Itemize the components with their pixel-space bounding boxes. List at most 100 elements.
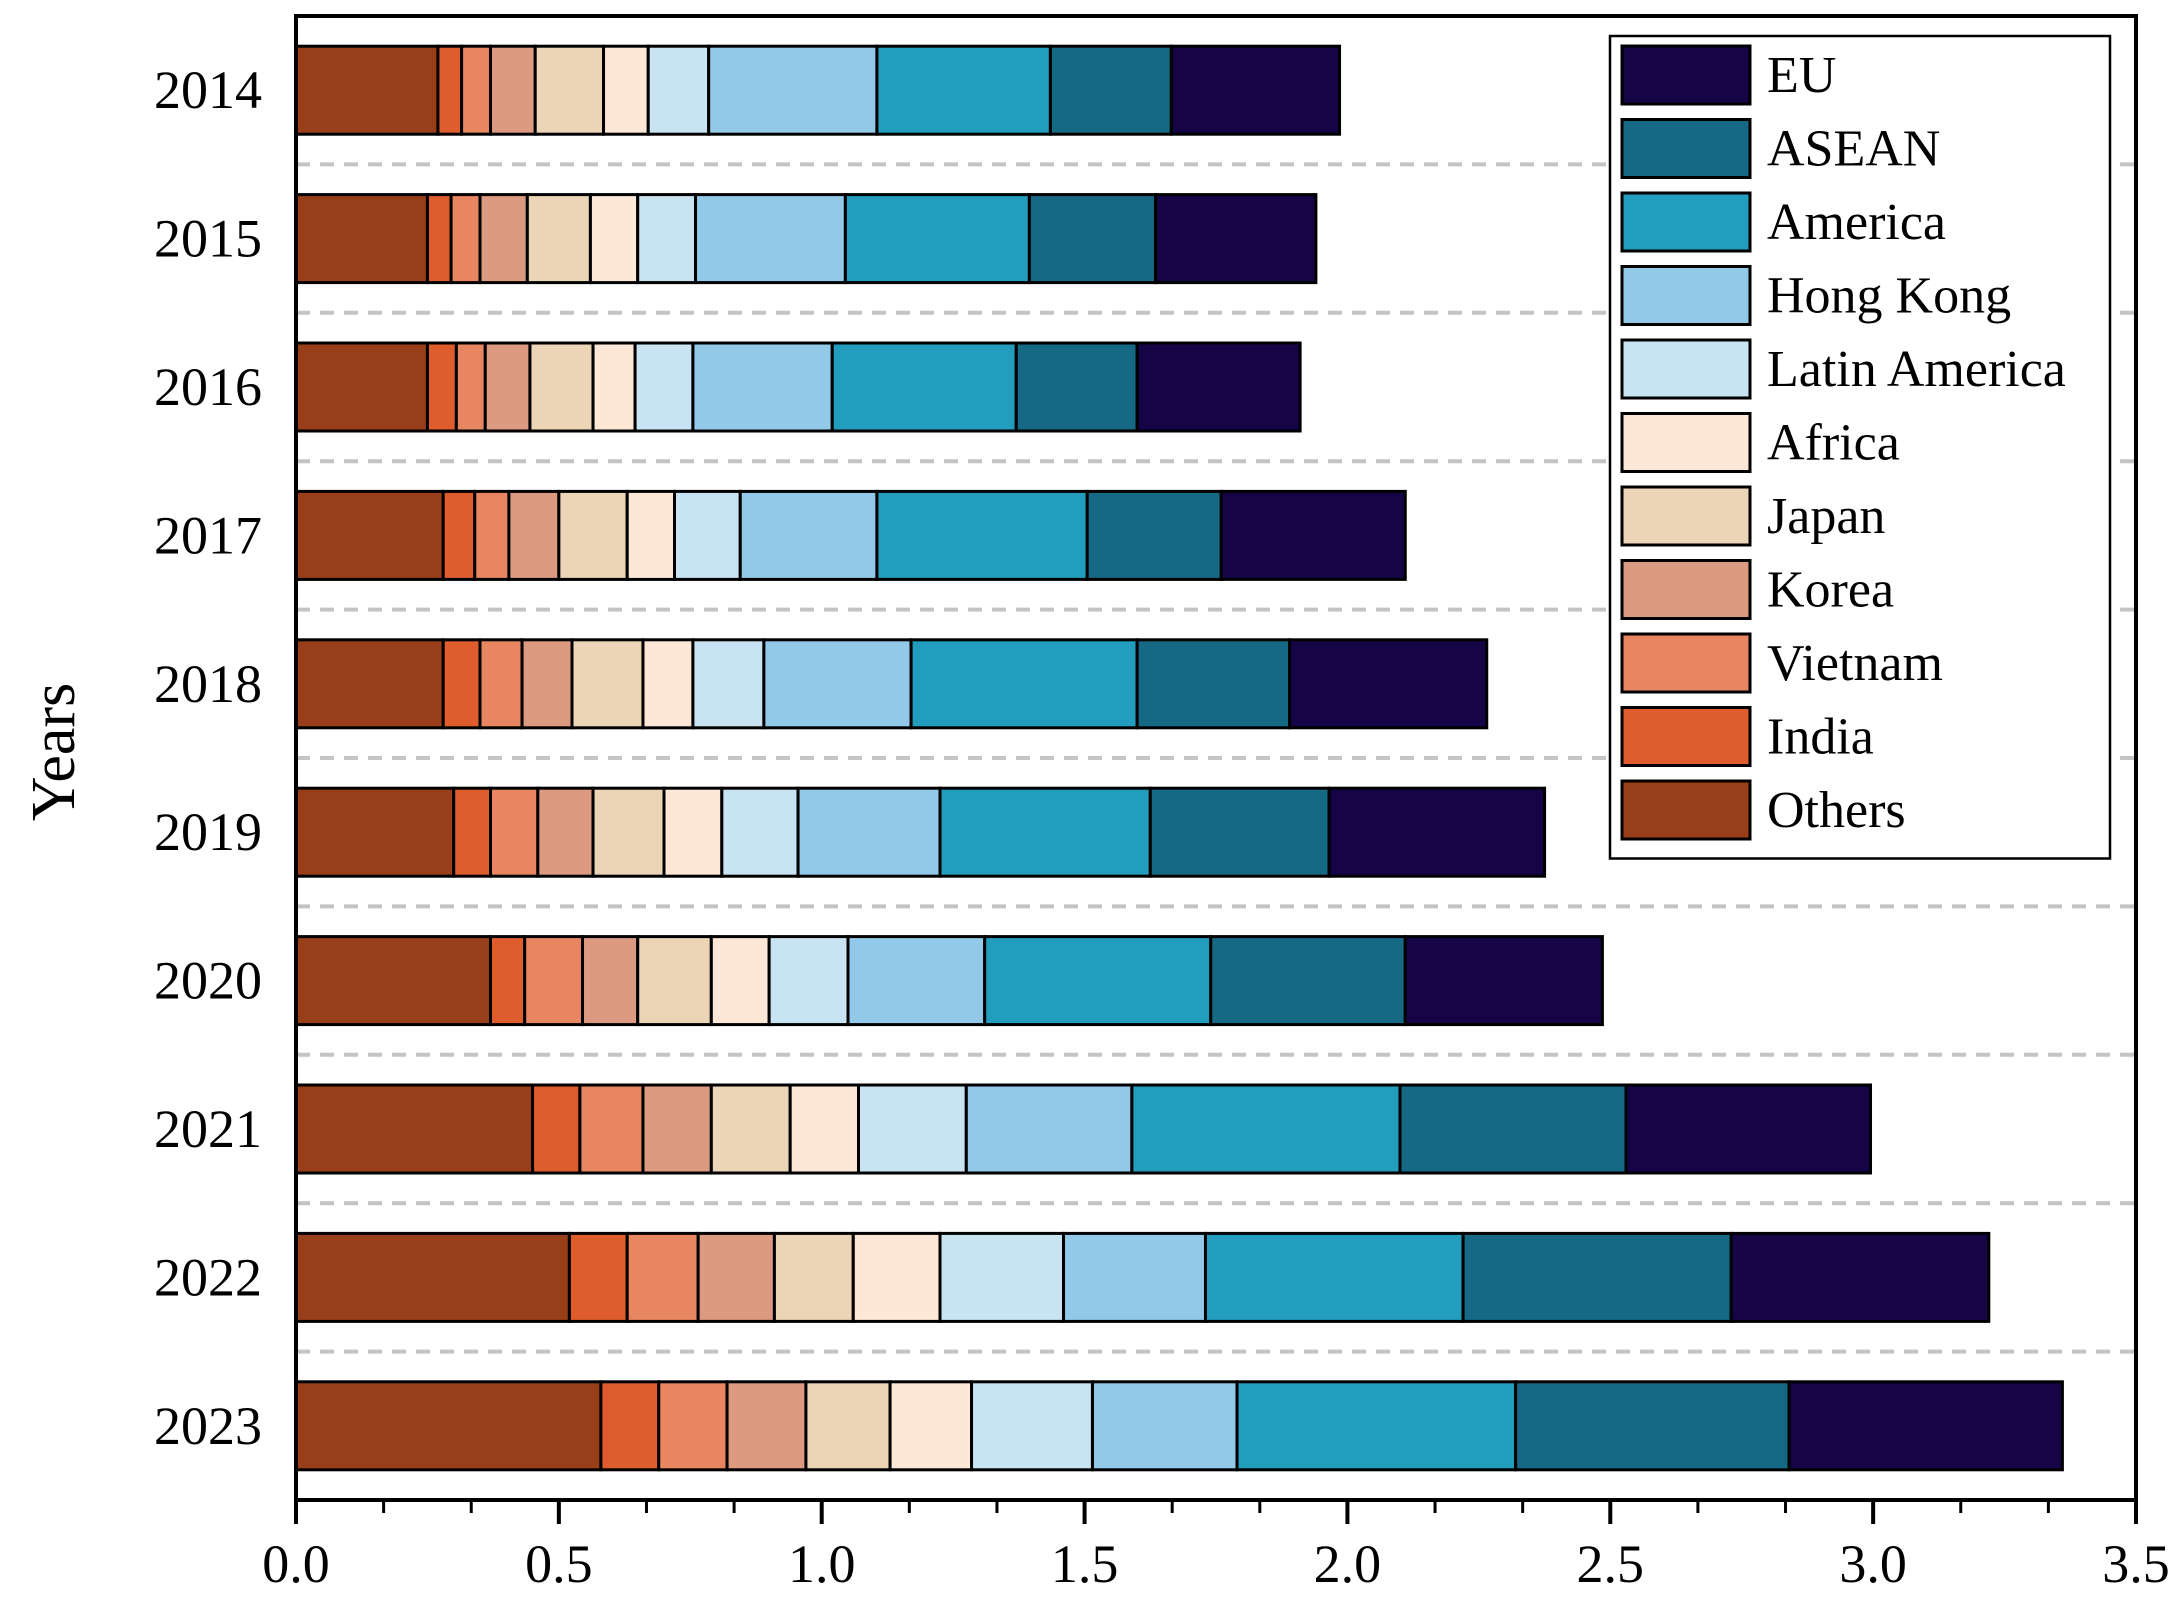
bar-segment (709, 1083, 792, 1175)
bar-segment (633, 341, 695, 433)
bar-segment (909, 638, 1139, 730)
y-tick-label: 2014 (154, 60, 262, 120)
bar-segment (460, 44, 493, 136)
bar-segment (851, 1231, 942, 1323)
y-tick-label: 2022 (154, 1247, 262, 1307)
bar-segment (1085, 489, 1223, 581)
bar-segment (1154, 193, 1318, 285)
bar-segment (525, 193, 592, 285)
legend-label: Japan (1767, 488, 1885, 545)
bar-segment (441, 638, 482, 730)
x-tick-label: 3.0 (1839, 1534, 1907, 1594)
y-tick-label: 2023 (154, 1396, 262, 1456)
bar-segment (1169, 44, 1342, 136)
bar-segment (536, 786, 595, 878)
legend-swatch (1620, 265, 1752, 326)
legend-label: EU (1767, 47, 1836, 104)
bar-segment (767, 935, 850, 1027)
y-tick-label: 2018 (154, 654, 262, 714)
bar-segment (788, 1083, 861, 1175)
bar-segment (533, 44, 606, 136)
bar-segment (646, 44, 711, 136)
bar-segment (830, 341, 1018, 433)
bar-segment (772, 1231, 855, 1323)
x-axis: 0.0 0.5 1.0 1.5 2.0 2.5 3.0 3.5 (262, 1500, 2170, 1594)
legend-swatch (1620, 44, 1752, 106)
bar-segment (857, 1083, 968, 1175)
bar-segment (709, 935, 771, 1027)
bar-segment (478, 193, 529, 285)
x-tick-label: 1.5 (1051, 1534, 1119, 1594)
bar-segment (1148, 786, 1331, 878)
bar-segment (591, 341, 637, 433)
bar-segment (1130, 1083, 1402, 1175)
bar-segment (588, 193, 640, 285)
y-tick-label: 2016 (154, 357, 262, 417)
bar-segment (483, 341, 532, 433)
bar-segment (1461, 1231, 1733, 1323)
bar-segment (625, 1231, 700, 1323)
bar-segment (1624, 1083, 1873, 1175)
bar-segment (454, 341, 487, 433)
legend-label: Korea (1767, 562, 1894, 619)
legend: EU ASEAN America Hong Kong Latin America Afri… (1608, 34, 2112, 860)
bar-segment (294, 489, 445, 581)
bar-segment (425, 193, 453, 285)
y-tick-label: 2019 (154, 802, 262, 862)
bar-segment (762, 638, 913, 730)
bar-segment (1135, 638, 1292, 730)
bar-segment (520, 638, 574, 730)
x-tick-label: 0.0 (262, 1534, 330, 1594)
bar-segment (294, 1231, 571, 1323)
bar-segment (846, 935, 987, 1027)
bar-segment (452, 786, 493, 878)
bar-segment (964, 1083, 1134, 1175)
bar-segment (599, 1380, 661, 1472)
legend-swatch (1620, 485, 1752, 547)
bar-segment (796, 786, 942, 878)
legend-swatch (1620, 412, 1752, 473)
bar-segment (478, 638, 524, 730)
bar-segment (294, 935, 493, 1027)
legend-label: Latin America (1767, 341, 2066, 398)
bar-segment (938, 786, 1152, 878)
bar-segment (625, 489, 677, 581)
bar-segment (507, 489, 561, 581)
y-tick-label: 2020 (154, 951, 262, 1011)
bar-segment (294, 1380, 603, 1472)
bar-segment (294, 1083, 535, 1175)
legend-swatch (1620, 632, 1752, 694)
legend-label: America (1767, 194, 1946, 251)
legend-label: India (1767, 709, 1874, 766)
bar-segment (1787, 1380, 2064, 1472)
bar-segment (636, 935, 713, 1027)
bar-segment (1288, 638, 1489, 730)
y-tick-label: 2021 (154, 1099, 262, 1159)
bar-segment (1027, 193, 1158, 285)
x-tick-label: 0.5 (525, 1534, 593, 1594)
legend-swatch (1620, 338, 1752, 400)
bar-segment (567, 1231, 629, 1323)
x-tick-label: 2.0 (1314, 1534, 1382, 1594)
bar-segment (578, 1083, 645, 1175)
bar-segment (473, 489, 511, 581)
bar-segment (1403, 935, 1604, 1027)
bar-segment (691, 341, 834, 433)
legend-label: Others (1767, 782, 1906, 839)
bar-segment (694, 193, 847, 285)
legend-swatch (1620, 559, 1752, 620)
bar-segment (720, 786, 800, 878)
bar-segment (1398, 1083, 1628, 1175)
separator-lines (296, 162, 2136, 1354)
legend-swatch (1620, 191, 1752, 253)
bar-segment (804, 1380, 892, 1472)
bar-segment (1209, 935, 1407, 1027)
legend-swatch (1620, 779, 1752, 841)
bar-segment (725, 1380, 808, 1472)
bar-segment (875, 489, 1089, 581)
bar-segment (489, 786, 540, 878)
bar-segment (602, 44, 650, 136)
bar-segment (523, 935, 585, 1027)
bar-segment (1235, 1380, 1518, 1472)
y-tick-label: 2015 (154, 209, 262, 269)
